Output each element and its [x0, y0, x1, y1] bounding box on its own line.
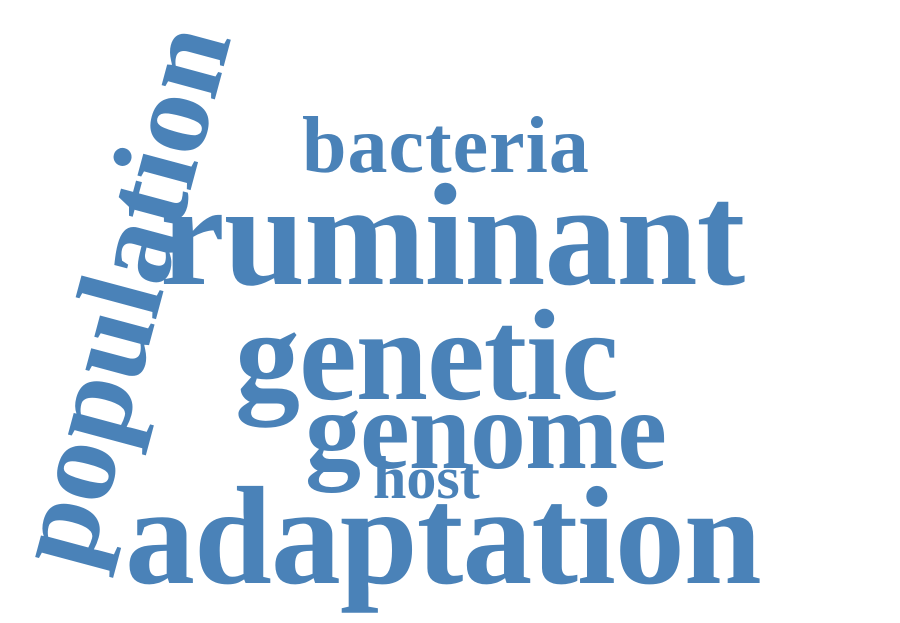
word-bacteria: bacteria [302, 102, 590, 190]
word-genome: genome [305, 369, 667, 493]
word-adaptation: adaptation [125, 459, 762, 614]
word-ruminant: ruminant [160, 154, 745, 316]
word-host: host [373, 445, 480, 511]
word-genetic: genetic [235, 284, 619, 428]
